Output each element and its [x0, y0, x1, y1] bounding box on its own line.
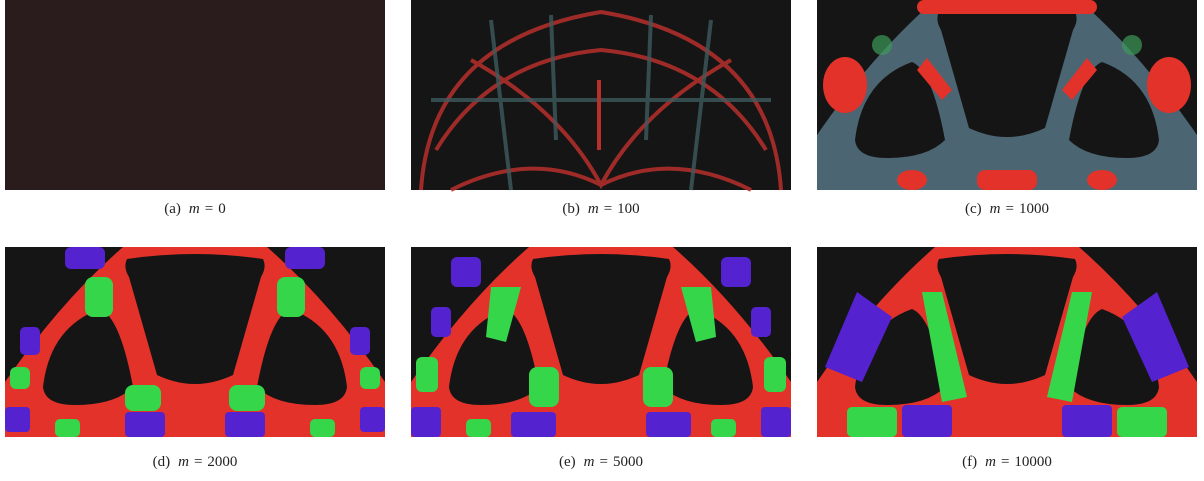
panel-image: [411, 247, 791, 437]
caption-relation: =: [194, 454, 202, 470]
caption-relation: =: [604, 201, 612, 217]
panel-label: (d): [153, 454, 171, 470]
panel-label: (e): [559, 454, 576, 470]
figure: (a) m = 0 (b) m = 100 (c) m = 1000 (d) m = 2000 (e) m = 500…: [0, 0, 1204, 481]
caption-relation: =: [600, 454, 608, 470]
panel-caption: (d) m = 2000: [153, 454, 238, 470]
caption-variable: m: [990, 201, 1001, 217]
panel-image: [817, 247, 1197, 437]
caption-relation: =: [205, 201, 213, 217]
panel-label: (f): [962, 454, 977, 470]
caption-variable: m: [584, 454, 595, 470]
caption-relation: =: [1001, 454, 1009, 470]
panel-label: (a): [164, 201, 181, 217]
caption-variable: m: [189, 201, 200, 217]
panel-image: [411, 0, 791, 190]
caption-value: 100: [617, 201, 640, 217]
caption-relation: =: [1006, 201, 1014, 217]
panel-image: [817, 0, 1197, 190]
panel-caption: (c) m = 1000: [965, 201, 1049, 217]
caption-variable: m: [178, 454, 189, 470]
panel-image: [5, 0, 385, 190]
caption-value: 0: [218, 201, 226, 217]
panel-image: [5, 247, 385, 437]
panel-label: (b): [562, 201, 580, 217]
caption-value: 2000: [207, 454, 237, 470]
panel-caption: (b) m = 100: [562, 201, 639, 217]
panel-caption: (f) m = 10000: [962, 454, 1052, 470]
caption-variable: m: [588, 201, 599, 217]
caption-value: 5000: [613, 454, 643, 470]
panel-caption: (a) m = 0: [164, 201, 225, 217]
caption-variable: m: [985, 454, 996, 470]
panel-caption: (e) m = 5000: [559, 454, 643, 470]
caption-value: 10000: [1014, 454, 1052, 470]
panel-label: (c): [965, 201, 982, 217]
caption-value: 1000: [1019, 201, 1049, 217]
